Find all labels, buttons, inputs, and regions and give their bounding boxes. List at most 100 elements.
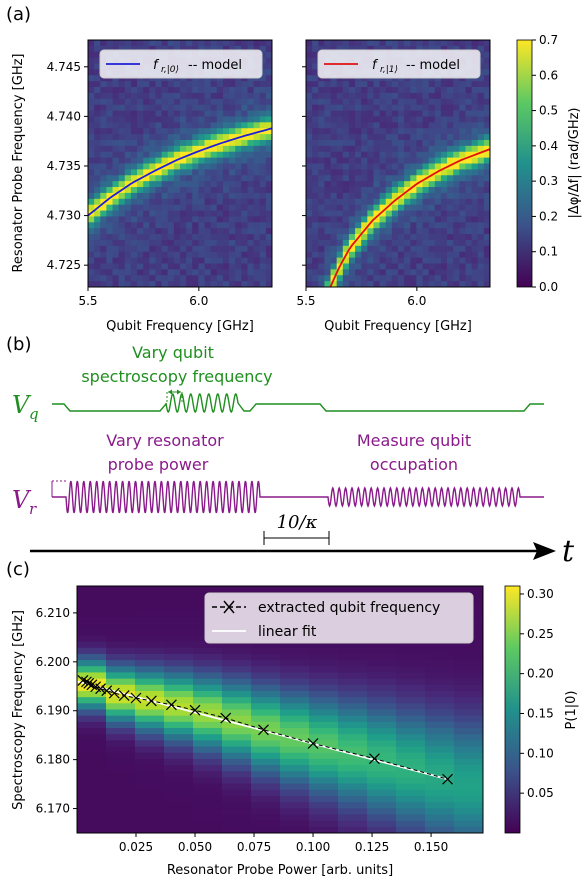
heatmap-cell (180, 110, 187, 117)
heatmap-cell (428, 175, 436, 182)
heatmap-cell (404, 210, 411, 217)
heatmap-cell (100, 257, 107, 264)
heatmap-cell (440, 81, 448, 88)
heatmap-cell (410, 181, 417, 188)
heatmap-cell (77, 592, 107, 599)
heatmap-cell (483, 257, 490, 264)
heatmap-cell (342, 110, 350, 117)
heatmap-cell (88, 157, 95, 164)
heatmap-cell (410, 187, 417, 194)
heatmap-cell (106, 87, 113, 94)
heatmap-cell (483, 269, 490, 276)
heatmap-cell (161, 169, 169, 176)
heatmap-cell (416, 245, 423, 253)
heatmap-cell (428, 169, 436, 176)
heatmap-cell (216, 228, 224, 235)
heatmap-cell (385, 187, 393, 194)
heatmap-cell (235, 245, 242, 253)
heatmap-cell (422, 263, 430, 270)
panel-label-b: (b) (6, 334, 31, 355)
heatmap-cell (410, 139, 417, 147)
heatmap-cell (425, 771, 455, 778)
heatmap-cell (471, 163, 479, 170)
heatmap-cell (100, 216, 107, 223)
heatmap-cell (259, 116, 267, 123)
heatmap-cell (348, 139, 356, 147)
heatmap-cell (167, 81, 175, 88)
heatmap-cell (396, 653, 426, 661)
heatmap-cell (306, 234, 313, 241)
heatmap-cell (77, 783, 107, 791)
heatmap-cell (312, 187, 319, 194)
heatmap-cell (204, 169, 212, 176)
heatmap-cell (410, 145, 417, 153)
heatmap-cell (336, 110, 344, 117)
heatmap-cell (210, 175, 218, 182)
heatmap-cell (348, 92, 356, 100)
heatmap-cell (410, 122, 417, 129)
heatmap-cell (367, 134, 374, 141)
heatmap-cell (348, 134, 356, 141)
heatmap-cell (265, 269, 272, 276)
heatmap-cell (77, 789, 107, 797)
heatmap-cell (253, 187, 261, 194)
heatmap-cell (404, 175, 411, 182)
heatmap-cell (416, 40, 423, 47)
heatmap-cell (112, 104, 120, 111)
heatmap-cell (251, 777, 281, 784)
heatmap-cell (198, 257, 205, 264)
heatmap-cell (192, 116, 199, 123)
xlabel-a-left: Qubit Frequency [GHz] (106, 319, 254, 334)
heatmap-cell (130, 222, 138, 229)
heatmap-cell (330, 257, 338, 264)
heatmap-cell (483, 222, 490, 229)
heatmap-cell (483, 134, 490, 141)
heatmap-cell (477, 104, 485, 111)
heatmap-cell (100, 145, 107, 153)
heatmap-cell (367, 684, 397, 692)
heatmap-cell (379, 263, 387, 270)
heatmap-cell (355, 192, 362, 200)
heatmap-cell (167, 275, 175, 282)
heatmap-cell (416, 275, 423, 282)
heatmap-cell (330, 222, 338, 229)
heatmap-cell (459, 257, 466, 264)
heatmap-cell (241, 222, 248, 229)
heatmap-cell (186, 139, 193, 147)
heatmap-cell (422, 204, 430, 211)
heatmap-cell (373, 281, 380, 287)
heatmap-cell (471, 192, 479, 200)
heatmap-cell (379, 157, 387, 164)
heatmap-cell (391, 81, 399, 88)
heatmap-cell (88, 181, 95, 188)
heatmap-cell (135, 728, 165, 735)
heatmap-cell (373, 81, 380, 88)
heatmap-cell (416, 269, 423, 276)
heatmap-cell (222, 187, 230, 194)
heatmap-cell (367, 269, 374, 276)
heatmap-cell (373, 122, 380, 129)
heatmap-cell (251, 802, 281, 809)
heatmap-cell (404, 104, 411, 111)
heatmap-cell (318, 269, 325, 276)
heatmap-cell (77, 653, 107, 661)
heatmap-cell (342, 181, 350, 188)
heatmap-cell (193, 752, 223, 760)
heatmap-cell (143, 228, 150, 235)
heatmap-cell (428, 81, 436, 88)
heatmap-cell (398, 216, 405, 223)
heatmap-cell (367, 795, 397, 803)
heatmap-cell (247, 239, 254, 247)
heatmap-cell (379, 192, 387, 200)
heatmap-cell (410, 245, 417, 253)
heatmap-cell (361, 128, 368, 135)
heatmap-cell (324, 116, 331, 123)
heatmap-cell (367, 204, 374, 211)
heatmap-cell (241, 234, 248, 241)
heatmap-cell (253, 257, 261, 264)
heatmap-cell (373, 269, 380, 276)
heatmap-cell (241, 187, 248, 194)
heatmap-cell (222, 765, 252, 772)
heatmap-cell (173, 151, 181, 159)
heatmap-cell (416, 169, 423, 176)
